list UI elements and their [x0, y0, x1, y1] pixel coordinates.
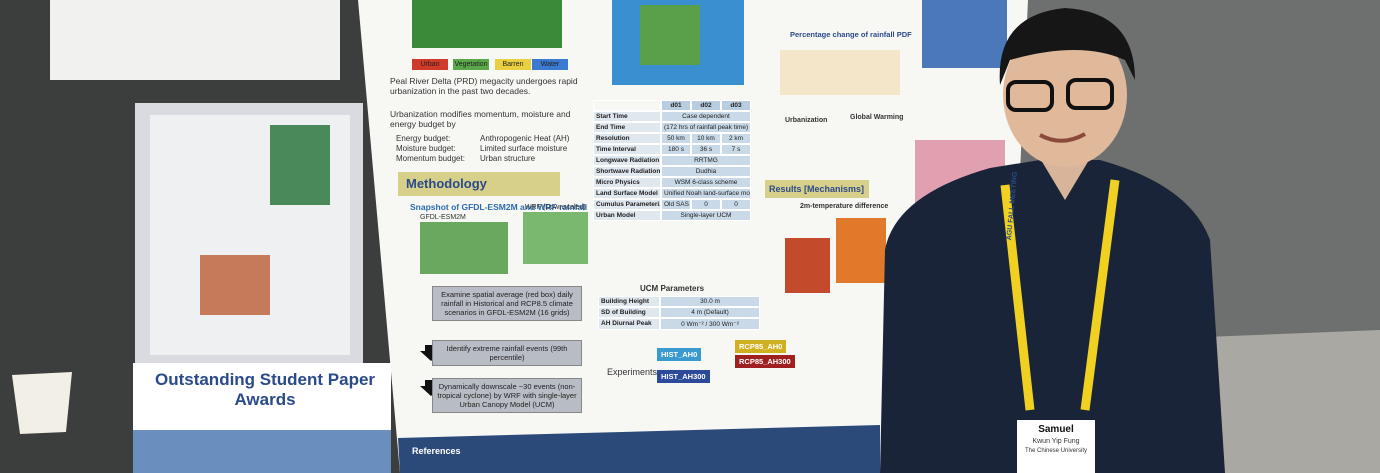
table-cell: Old SAS [661, 199, 691, 210]
row-label: Land Surface Model [593, 188, 661, 199]
row-label: Urban Model [593, 210, 661, 221]
experiment-tag: RCP85_AH300 [735, 355, 795, 368]
table-header: d01 [661, 100, 691, 111]
award-title: Outstanding Student Paper Awards [154, 370, 376, 409]
table-cell: Single-layer UCM [661, 210, 751, 221]
poster-map [523, 212, 588, 264]
table-cell: 4 m (Default) [660, 307, 760, 318]
badge-org: The Chinese University [1024, 448, 1088, 454]
row-label: Micro Physics [593, 177, 661, 188]
row-label: SD of Building [598, 307, 660, 318]
award-sign-image [133, 430, 391, 473]
shirt [880, 160, 1225, 473]
step-box: Dynamically downscale ~30 events (non-tr… [432, 378, 582, 413]
badge-full-name: Kwun Yip Fung [1032, 438, 1080, 445]
badge-name: Samuel [1038, 424, 1074, 435]
budget-label: Energy budget: [396, 134, 451, 143]
map-label: WRF (Downscaled) [525, 204, 586, 211]
compare-header: Global Warming [850, 114, 904, 121]
face [1003, 23, 1127, 167]
budget-label: Moisture budget: [396, 144, 456, 153]
ucm-table: Building Height 30.0 m SD of Building 4 m (… [598, 296, 760, 330]
small-poster-figure [200, 255, 270, 315]
wrf-table: d01 d02 d03 Start Time Case dependent End Tim… [593, 100, 751, 221]
paper-sheet [50, 0, 340, 80]
poster-map [785, 238, 830, 293]
name-badge [1017, 420, 1095, 473]
poster-map [836, 218, 886, 283]
budget-item: Urban structure [480, 154, 536, 163]
budget-label: Momentum budget: [396, 154, 465, 163]
table-cell: 30.0 m [660, 296, 760, 307]
table-cell: RRTMG [661, 155, 751, 166]
table-cell: 36 s [691, 144, 721, 155]
table-header: d03 [721, 100, 751, 111]
table-cell: 180 s [661, 144, 691, 155]
legend-item: Water [532, 59, 568, 70]
ucm-title: UCM Parameters [640, 284, 705, 293]
poster-map [412, 0, 562, 48]
pdf-title: Percentage change of rainfall PDF [790, 30, 912, 39]
step-box: Identify extreme rainfall events (99th p… [432, 340, 582, 366]
table-cell: 0 [721, 199, 751, 210]
intro-text: Peal River Delta (PRD) megacity undergoe… [390, 76, 578, 96]
table-cell: 50 km [661, 133, 691, 144]
paper-cup [12, 372, 72, 434]
legend-item: Urban [412, 59, 448, 70]
row-label: AH Diurnal Peak [598, 318, 660, 330]
budget-item: Anthropogenic Heat (AH) [480, 134, 570, 143]
row-label: Start Time [593, 111, 661, 122]
table-cell: 10 km [691, 133, 721, 144]
references-title: References [412, 446, 461, 456]
section-heading: Methodology [398, 172, 560, 196]
table-cell: 0 [691, 199, 721, 210]
temp-title: 2m-temperature difference [800, 203, 889, 210]
table-header: d02 [691, 100, 721, 111]
row-label: Cumulus Parameterization [593, 199, 661, 210]
step-box: Examine spatial average (red box) daily … [432, 286, 582, 321]
glasses [1006, 80, 1054, 112]
row-label: Longwave Radiation [593, 155, 661, 166]
legend-item: Vegetation [453, 59, 489, 70]
map-label: GFDL-ESM2M [420, 214, 466, 221]
glasses [1066, 78, 1114, 110]
lanyard-strap [1000, 179, 1120, 411]
table-cell: 0 Wm⁻² / 300 Wm⁻² [660, 318, 760, 330]
budget-intro: Urbanization modifies momentum, moisture… [390, 109, 571, 129]
legend-item: Barren [495, 59, 531, 70]
row-label: Resolution [593, 133, 661, 144]
mouth [1039, 132, 1086, 143]
experiment-tag: HIST_AH300 [657, 370, 710, 383]
row-label: End Time [593, 122, 661, 133]
budget-item: Limited surface moisture [480, 144, 568, 153]
table-cell: Case dependent [661, 111, 751, 122]
hair [999, 8, 1135, 85]
references-bar [398, 425, 880, 473]
table-cell: 7 s [721, 144, 751, 155]
table-cell: 2 km [721, 133, 751, 144]
row-label: Time Interval [593, 144, 661, 155]
table-cell: Unified Noah land-surface model [661, 188, 751, 199]
experiments-label: Experiments: [607, 367, 660, 377]
poster-map [420, 222, 508, 274]
compare-header: Urbanization [785, 117, 828, 124]
experiment-tag: RCP85_AH0 [735, 340, 787, 353]
row-label: Building Height [598, 296, 660, 307]
experiment-tag: HIST_AH0 [657, 348, 702, 361]
table-cell: WSM 6-class scheme [661, 177, 751, 188]
poster-map-land [640, 5, 700, 65]
poster-plot [922, 0, 1007, 68]
table-cell: Dudhia [661, 166, 751, 177]
row-label: Shortwave Radiation [593, 166, 661, 177]
snapshot-title: Snapshot of GFDL-ESM2M and WRF rainfall [410, 202, 588, 212]
section-heading: Results [Mechanisms] [765, 180, 869, 198]
table-corner [593, 100, 661, 111]
table-cell: (172 hrs of rainfall peak time) [661, 122, 751, 133]
poster-plot [780, 50, 900, 95]
small-poster-figure [270, 125, 330, 205]
